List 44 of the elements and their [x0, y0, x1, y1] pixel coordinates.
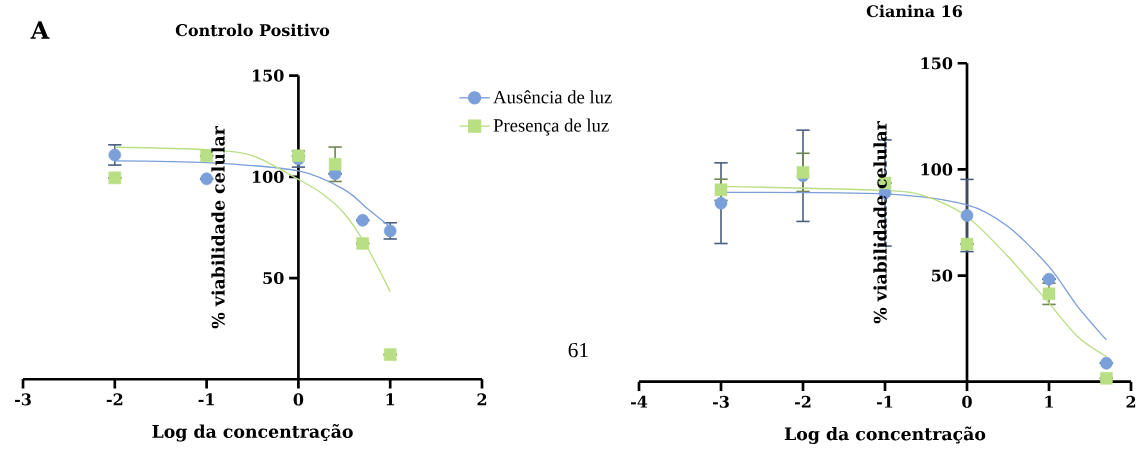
legend-label: Presença de luz — [493, 118, 609, 136]
point — [356, 237, 369, 250]
x-axis-title: Log da concentração — [784, 426, 986, 444]
x-tick-label: 2 — [477, 393, 487, 406]
text: 61 — [568, 342, 588, 358]
legend-label: Ausência de luz — [493, 90, 612, 104]
text: A — [30, 21, 50, 39]
point — [1042, 272, 1056, 286]
y-tick-label: 100 — [921, 163, 953, 176]
point — [108, 148, 122, 162]
point — [108, 171, 122, 185]
x-tick-label: -2 — [794, 395, 811, 408]
point — [1042, 287, 1056, 301]
point — [796, 166, 810, 179]
point — [1100, 372, 1113, 385]
point — [714, 196, 728, 210]
x-tick-label: -1 — [876, 395, 893, 408]
x-tick-label: -4 — [630, 395, 648, 408]
x-tick-label: 1 — [1045, 395, 1053, 408]
chart-title: Cianina 16 — [866, 4, 963, 18]
y-tick-label: 100 — [252, 170, 284, 183]
point — [714, 183, 728, 197]
point — [960, 209, 974, 222]
point — [1100, 356, 1113, 370]
x-tick-label: -2 — [106, 393, 123, 406]
y-tick-label: 150 — [252, 69, 284, 82]
y-tick-label: 150 — [921, 57, 953, 70]
chart-title: Controlo Positivo — [175, 23, 330, 37]
point — [328, 158, 342, 171]
x-tick-label: 2 — [1126, 395, 1136, 408]
y-tick-label: 50 — [263, 272, 284, 285]
x-axis-title: Log da concentração — [152, 423, 353, 442]
point — [960, 237, 974, 251]
point — [356, 214, 369, 227]
y-axis-title: % viabilidade celular — [873, 121, 887, 324]
x-tick-label: 0 — [293, 393, 304, 406]
y-axis-title: % viabilidade celular — [211, 126, 225, 329]
x-tick-label: 0 — [962, 395, 972, 408]
y-tick-label: 50 — [932, 269, 953, 282]
x-tick-label: -1 — [198, 393, 214, 406]
x-tick-label: 1 — [386, 393, 395, 406]
x-tick-label: -3 — [712, 395, 729, 408]
x-tick-label: -3 — [14, 393, 31, 406]
point — [383, 348, 397, 361]
